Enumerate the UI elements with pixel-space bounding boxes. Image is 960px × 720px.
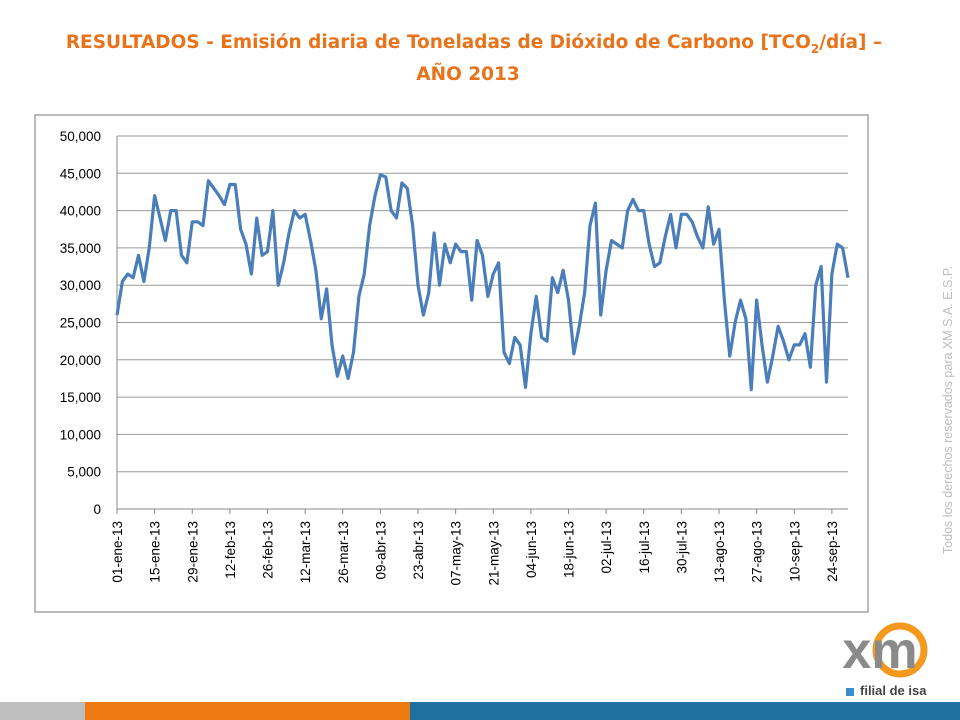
chart-frame <box>34 114 869 613</box>
x-tick-label: 07-may-13 <box>449 521 464 586</box>
x-tick-label: 24-sep-13 <box>825 521 840 582</box>
x-tick-label: 26-feb-13 <box>261 521 276 579</box>
logo-mark: xm <box>842 622 917 680</box>
x-tick-label: 29-ene-13 <box>185 521 200 583</box>
x-tick-label: 12-feb-13 <box>223 521 238 579</box>
y-tick-label: 5,000 <box>67 465 101 480</box>
plot-area: 0 5,000 10,000 15,000 20,000 25,000 30,000 35,0… <box>60 129 850 586</box>
y-tick-label: 25,000 <box>60 316 101 331</box>
title-line-1: RESULTADOS - Emisión diaria de Toneladas… <box>66 32 882 56</box>
watermark: Todos los derechos reservados para XM S.… <box>941 266 955 554</box>
logo-tagline: filial de isa <box>860 683 927 698</box>
footer-orange <box>85 702 410 720</box>
x-tick-label: 27-ago-13 <box>750 521 765 583</box>
title-subscript: 2 <box>811 42 819 56</box>
x-tick-label: 01-ene-13 <box>110 521 125 583</box>
title-end: /día] – <box>819 32 882 53</box>
y-tick-label: 35,000 <box>60 241 101 256</box>
logo-ring <box>872 622 928 678</box>
x-tick-label: 13-ago-13 <box>712 521 727 583</box>
x-tick-label: 26-mar-13 <box>336 521 351 583</box>
title-line-2: AÑO 2013 <box>416 62 519 85</box>
logo: xm filial de isa <box>842 622 928 698</box>
footer-blue <box>410 702 960 720</box>
data-line <box>115 173 850 392</box>
x-tick-label: 12-mar-13 <box>298 521 313 583</box>
y-tick-label: 15,000 <box>60 390 101 405</box>
y-tick-label: 45,000 <box>60 166 101 181</box>
logo-square <box>846 688 854 696</box>
y-tick-label: 10,000 <box>60 427 101 442</box>
x-tick-label: 04-jun-13 <box>524 521 539 578</box>
x-tick-label: 10-sep-13 <box>787 521 802 582</box>
footer-gray <box>0 702 85 720</box>
x-tick-label: 21-may-13 <box>486 521 501 586</box>
x-tick-label: 16-jul-13 <box>637 521 652 574</box>
x-tick-label: 30-jul-13 <box>674 521 689 574</box>
y-tick-label: 50,000 <box>60 129 101 144</box>
title-main: RESULTADOS - Emisión diaria de Toneladas… <box>66 32 811 53</box>
y-tick-label: 40,000 <box>60 204 101 219</box>
y-tick-label: 30,000 <box>60 278 101 293</box>
x-tick-label: 18-jun-13 <box>562 521 577 578</box>
x-tick-label: 02-jul-13 <box>599 521 614 574</box>
y-tick-label: 20,000 <box>60 353 101 368</box>
x-tick-label: 09-abr-13 <box>373 521 388 580</box>
x-tick-label: 15-ene-13 <box>148 521 163 583</box>
x-tick-label: 23-abr-13 <box>411 521 426 580</box>
y-tick-label: 0 <box>93 502 101 517</box>
